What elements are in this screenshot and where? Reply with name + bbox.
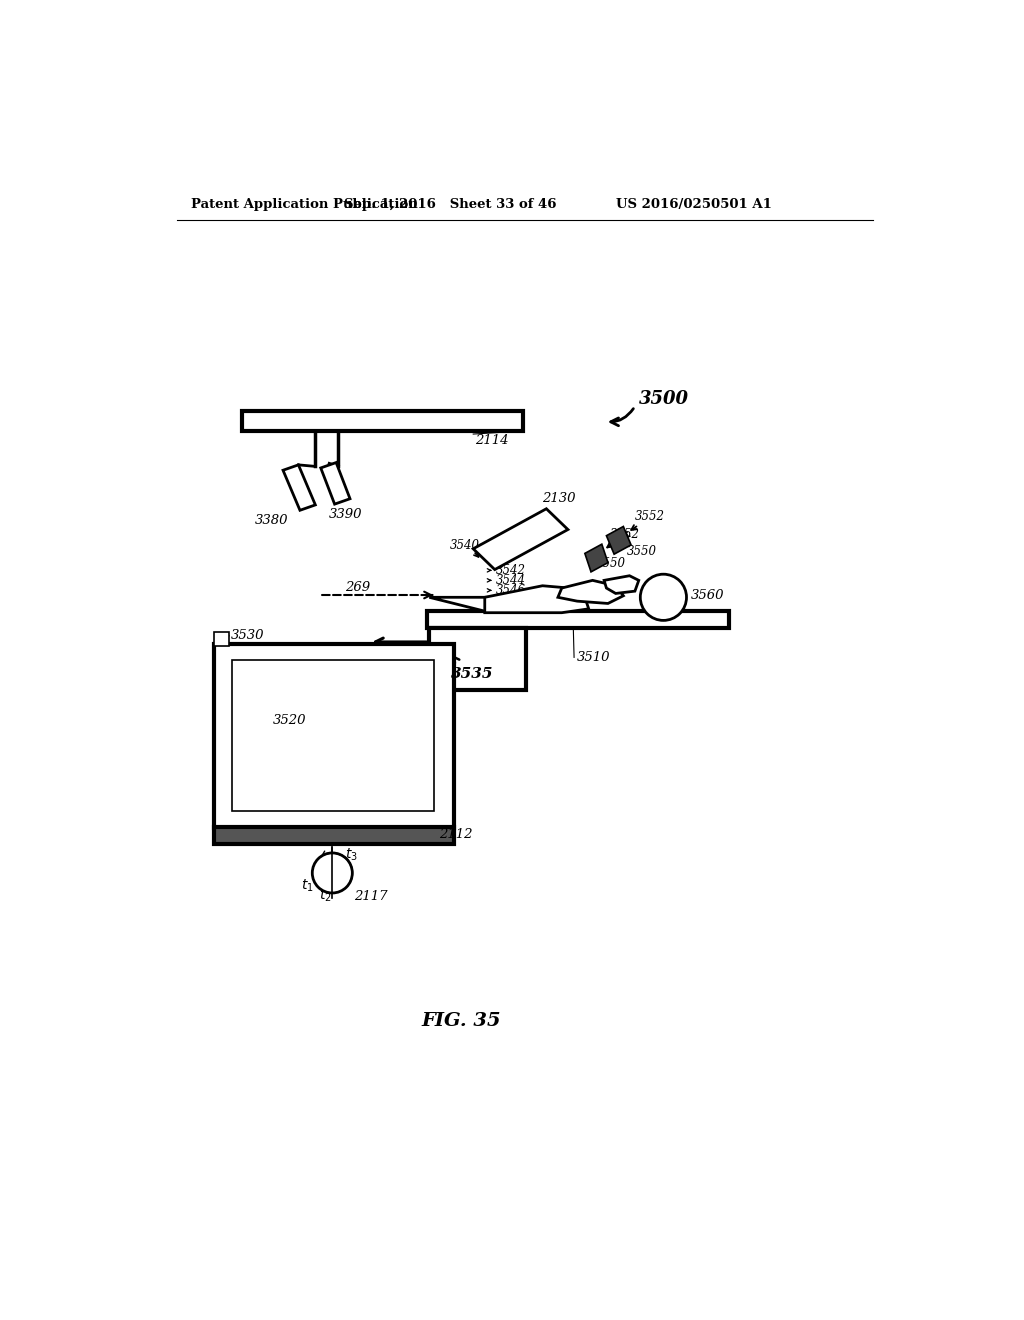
Polygon shape bbox=[484, 586, 589, 612]
Text: 3380: 3380 bbox=[255, 513, 289, 527]
Circle shape bbox=[312, 853, 352, 892]
FancyArrowPatch shape bbox=[610, 409, 634, 426]
Text: 3546: 3546 bbox=[497, 583, 526, 597]
Bar bbox=[243, 411, 523, 430]
Polygon shape bbox=[585, 544, 608, 572]
Polygon shape bbox=[606, 527, 631, 554]
Polygon shape bbox=[558, 581, 624, 603]
Text: 3550: 3550 bbox=[628, 545, 657, 557]
Text: 3535: 3535 bbox=[451, 668, 494, 681]
Text: 3552: 3552 bbox=[635, 511, 665, 524]
Circle shape bbox=[640, 574, 686, 620]
Text: Sep. 1, 2016   Sheet 33 of 46: Sep. 1, 2016 Sheet 33 of 46 bbox=[344, 198, 556, 211]
Text: US 2016/0250501 A1: US 2016/0250501 A1 bbox=[615, 198, 771, 211]
Text: $t_1$: $t_1$ bbox=[301, 878, 314, 894]
Text: 2130: 2130 bbox=[543, 492, 577, 506]
Bar bbox=[214, 644, 454, 829]
Text: 3390: 3390 bbox=[329, 508, 361, 520]
Polygon shape bbox=[604, 576, 639, 594]
Text: 3530: 3530 bbox=[230, 630, 264, 643]
Polygon shape bbox=[429, 597, 543, 611]
Text: 3544: 3544 bbox=[497, 574, 526, 587]
Text: $t_3$: $t_3$ bbox=[345, 847, 358, 863]
Polygon shape bbox=[473, 508, 568, 570]
Text: Patent Application Publication: Patent Application Publication bbox=[190, 198, 418, 211]
Text: 3550: 3550 bbox=[596, 557, 626, 570]
Bar bbox=[214, 632, 229, 645]
Text: 2117: 2117 bbox=[354, 890, 387, 903]
Text: $t_2$: $t_2$ bbox=[319, 888, 332, 904]
Text: 2112: 2112 bbox=[438, 828, 472, 841]
Text: 3500: 3500 bbox=[639, 391, 689, 408]
Text: 2114: 2114 bbox=[475, 434, 508, 447]
Polygon shape bbox=[321, 462, 350, 504]
Text: 3510: 3510 bbox=[578, 651, 610, 664]
Text: 3540: 3540 bbox=[451, 539, 480, 552]
Polygon shape bbox=[283, 465, 315, 511]
Text: 269: 269 bbox=[345, 581, 371, 594]
Text: FIG. 35: FIG. 35 bbox=[422, 1012, 502, 1030]
Bar bbox=[232, 660, 434, 812]
Text: 3542: 3542 bbox=[497, 564, 526, 577]
Bar bbox=[427, 611, 729, 628]
Text: 3560: 3560 bbox=[690, 589, 724, 602]
Bar bbox=[429, 628, 525, 689]
Text: 3552: 3552 bbox=[609, 528, 640, 541]
Text: 3520: 3520 bbox=[273, 714, 306, 727]
Bar bbox=[214, 826, 454, 843]
FancyArrowPatch shape bbox=[454, 657, 460, 665]
